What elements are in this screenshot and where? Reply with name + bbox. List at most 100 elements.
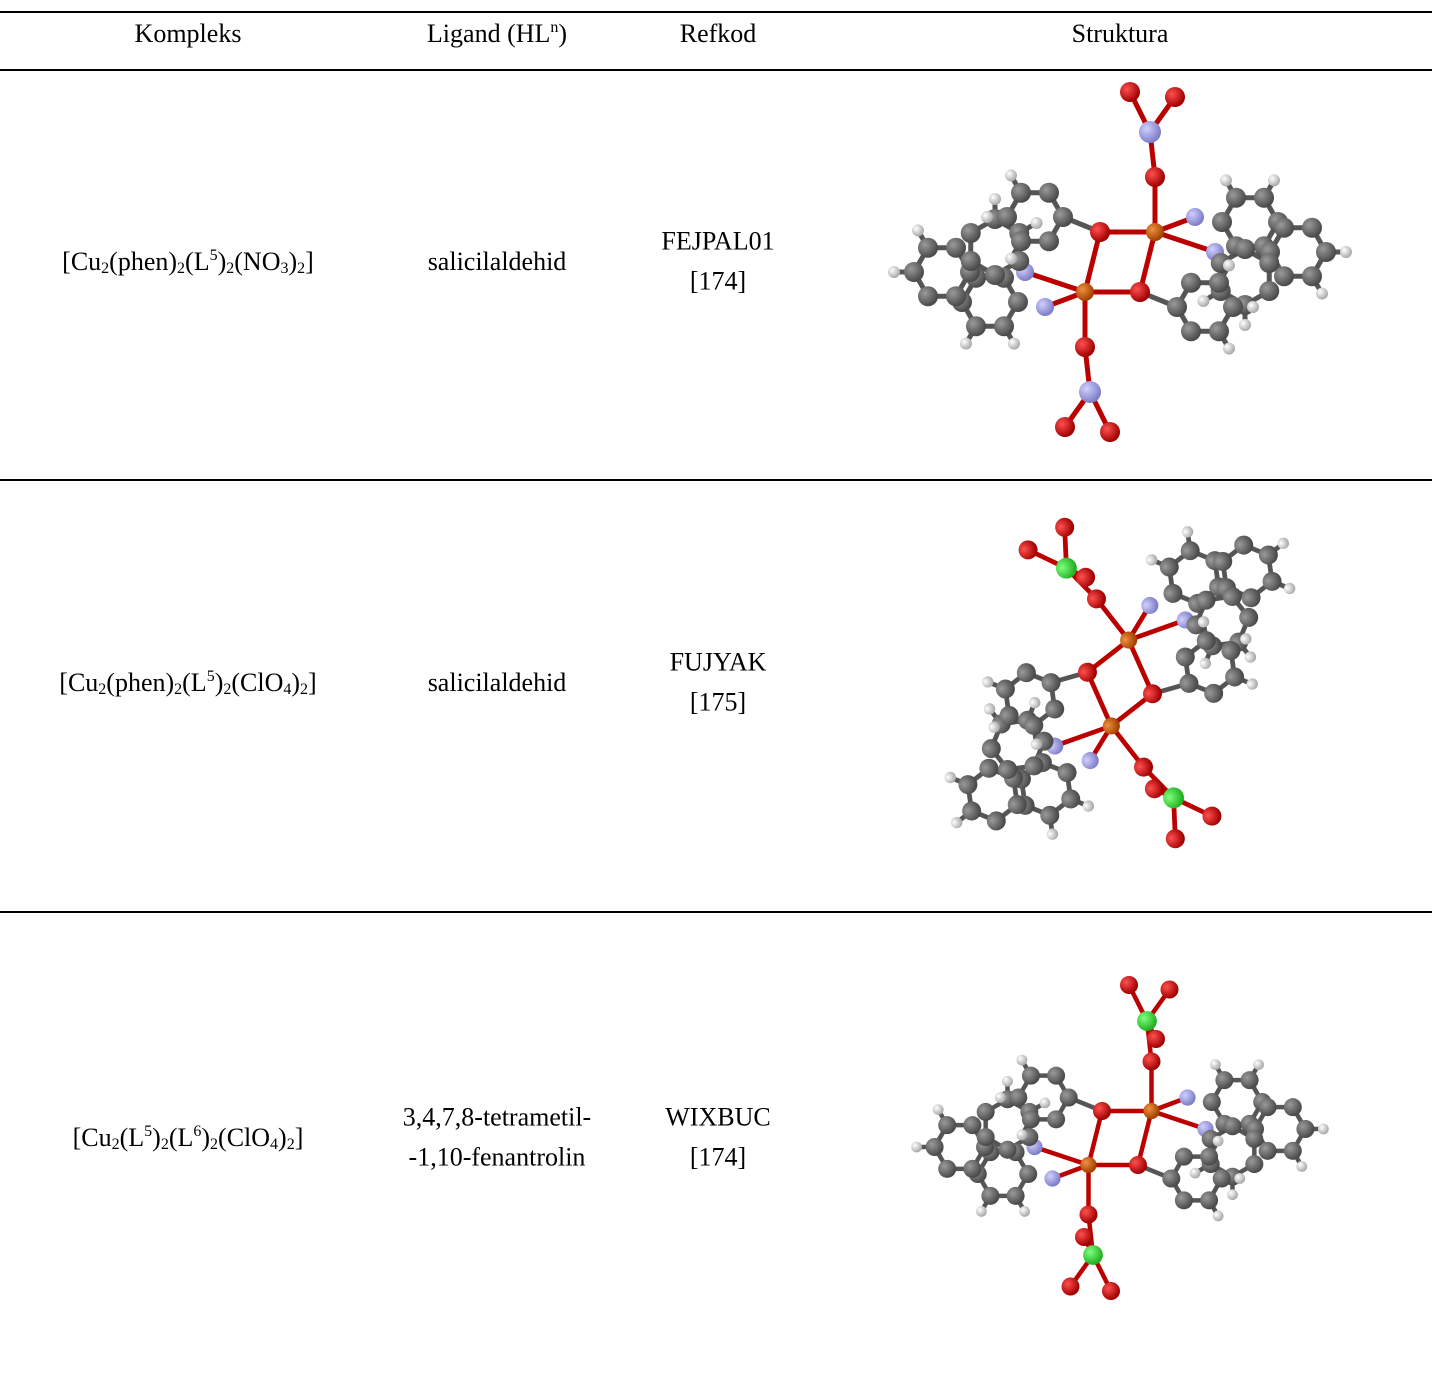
atom: [1200, 1147, 1219, 1166]
atom: [1209, 321, 1229, 342]
atom: [1239, 319, 1251, 331]
complex-formula: [Cu2(L5)2(L6)2(ClO4)2]: [73, 1118, 304, 1158]
text: ]: [294, 1122, 304, 1152]
header-cell: Refkod: [679, 18, 757, 48]
atom: [985, 265, 1005, 285]
atom: [1055, 517, 1075, 537]
header-cell: Struktura: [1071, 18, 1169, 48]
atom: [1259, 253, 1280, 273]
atom: [998, 1140, 1017, 1159]
atom: [1258, 545, 1278, 565]
atom: [1159, 557, 1179, 577]
text: ): [291, 667, 301, 697]
text: ): [214, 667, 224, 697]
atom: [1234, 1173, 1246, 1184]
ligand-line: salicilaldehid: [427, 667, 567, 697]
subscript: 2: [300, 680, 309, 698]
atom: [1283, 1141, 1302, 1160]
bond: [1053, 723, 1113, 749]
molecule-structure: [944, 517, 1296, 849]
molecule: [911, 976, 1329, 1300]
atom: [1165, 87, 1185, 107]
refcode: FEJPAL01 [174]: [661, 222, 774, 303]
atom: [1145, 167, 1165, 187]
text: (ClO: [231, 667, 284, 697]
text: (L: [168, 1122, 194, 1152]
atom: [1283, 582, 1296, 595]
atom: [1075, 337, 1095, 357]
text: [Cu: [62, 246, 102, 276]
atom: [1075, 1228, 1093, 1246]
atom: [963, 1159, 982, 1178]
atom: [1081, 752, 1099, 770]
atom: [1061, 1277, 1080, 1296]
atom: [1204, 683, 1224, 703]
atom: [944, 771, 957, 784]
refcode: WIXBUC [174]: [665, 1098, 770, 1179]
atom: [1046, 828, 1059, 840]
supscript: n: [550, 18, 559, 36]
text: [Cu: [72, 1122, 112, 1152]
top-rule: [0, 11, 1432, 13]
atom: [1245, 1129, 1264, 1148]
atom: [966, 316, 986, 337]
atom: [1145, 554, 1158, 566]
atom: [1021, 1110, 1040, 1129]
atom: [1076, 283, 1094, 301]
atom: [1093, 1102, 1111, 1120]
text: (phen): [109, 246, 178, 276]
atom: [1002, 1075, 1013, 1087]
bond: [1137, 231, 1158, 293]
atom: [960, 337, 972, 350]
atom: [994, 1092, 1006, 1103]
atom: [1247, 301, 1259, 313]
bond: [1082, 231, 1103, 293]
atom: [1223, 342, 1235, 355]
refcode: WIXBUC: [665, 1102, 771, 1132]
atom: [1253, 1059, 1264, 1070]
molecule-structure: [888, 82, 1352, 442]
atom: [1047, 1066, 1066, 1085]
atom: [1212, 1169, 1231, 1188]
atom: [1047, 1110, 1066, 1129]
bond: [1126, 639, 1155, 695]
atom: [1045, 699, 1065, 719]
atom: [981, 739, 1001, 759]
atom: [1274, 217, 1294, 238]
atom: [1083, 1245, 1103, 1265]
text: ): [201, 1122, 211, 1152]
atom: [1018, 540, 1038, 560]
atom: [1234, 535, 1254, 555]
atom: [986, 811, 1006, 831]
atom: [946, 237, 966, 258]
atom: [1076, 567, 1096, 587]
text: (phen): [106, 667, 175, 697]
subscript: 2: [160, 1135, 169, 1153]
refcode: FEJPAL01: [661, 226, 775, 256]
atom: [1100, 422, 1120, 442]
text: ): [217, 246, 227, 276]
atom: [1180, 541, 1200, 561]
atom: [1302, 217, 1322, 238]
atom: [976, 1102, 995, 1121]
atom: [989, 193, 1001, 205]
atom: [1196, 590, 1216, 610]
atom: [1016, 1129, 1028, 1141]
subscript: 2: [111, 1135, 120, 1153]
atom: [1055, 557, 1077, 579]
atom: [912, 224, 924, 237]
atom: [1221, 641, 1241, 661]
atom: [998, 760, 1018, 780]
row-rule: [0, 479, 1432, 481]
atom: [1235, 239, 1255, 259]
atom: [1316, 242, 1336, 262]
atom: [1024, 756, 1044, 776]
atom: [1102, 717, 1120, 735]
subscript: 2: [286, 1135, 295, 1153]
atom: [1227, 1189, 1238, 1201]
subscript: 4: [283, 680, 292, 698]
atom: [1212, 1210, 1224, 1222]
atom: [918, 237, 938, 258]
bond: [1086, 1110, 1105, 1166]
atom: [1016, 663, 1036, 683]
